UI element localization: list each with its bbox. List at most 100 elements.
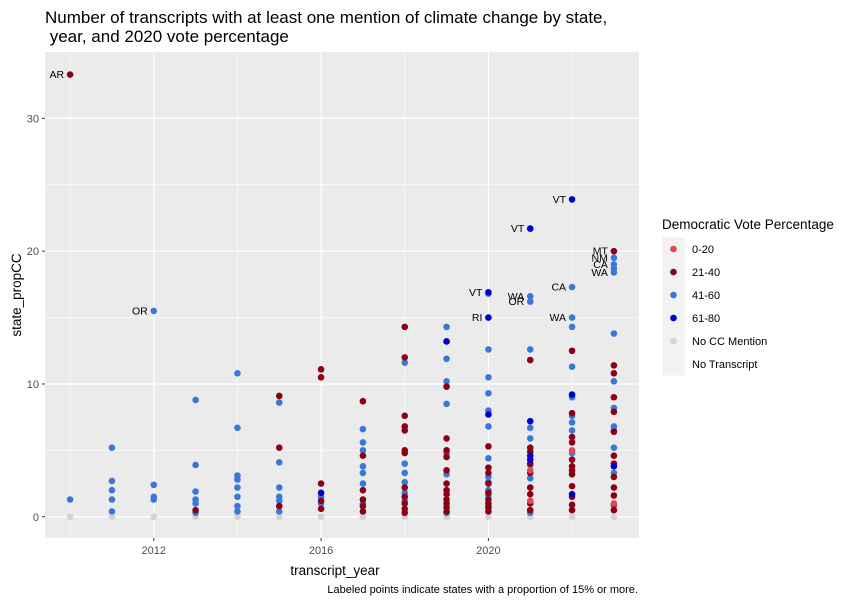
data-point — [234, 484, 241, 491]
data-point — [568, 314, 576, 321]
legend-key-dot — [670, 245, 677, 253]
data-point — [108, 477, 116, 485]
data-point — [275, 497, 283, 505]
data-point — [568, 419, 576, 426]
point-label: WA — [591, 267, 608, 279]
data-point — [359, 513, 367, 521]
data-point — [108, 496, 116, 503]
x-tick-label: 2012 — [142, 545, 166, 557]
data-point — [568, 447, 576, 454]
data-point — [443, 453, 450, 461]
data-point — [568, 196, 576, 203]
data-point — [568, 490, 576, 498]
data-point — [526, 424, 534, 432]
data-point — [485, 489, 492, 497]
data-point — [150, 481, 158, 489]
data-point — [526, 225, 534, 232]
data-point — [192, 488, 199, 495]
data-point — [443, 400, 450, 408]
data-point — [568, 513, 576, 521]
data-point — [610, 484, 618, 491]
data-point — [568, 347, 576, 355]
legend-label: 41-60 — [692, 290, 720, 302]
legend-key-dot — [670, 314, 677, 322]
data-point — [401, 469, 409, 477]
data-point — [568, 363, 576, 371]
data-point — [568, 391, 576, 398]
data-points — [66, 71, 618, 521]
point-label: VT — [469, 287, 483, 299]
data-point — [610, 492, 618, 499]
data-point — [526, 490, 534, 498]
data-point — [443, 378, 450, 385]
data-point — [610, 408, 618, 416]
data-point — [234, 508, 241, 515]
legend-key-dot — [670, 291, 677, 299]
data-point — [401, 509, 409, 517]
data-point — [485, 513, 492, 521]
data-point — [485, 374, 492, 381]
point-label: AR — [50, 69, 65, 81]
point-label: VT — [511, 223, 525, 235]
y-axis-title: state_propCC — [9, 253, 24, 337]
data-point — [610, 513, 618, 521]
data-point — [66, 496, 74, 503]
point-label: CA — [593, 259, 608, 271]
point-label: OR — [508, 296, 524, 308]
data-point — [443, 480, 450, 487]
data-point — [526, 435, 534, 442]
data-point — [275, 508, 283, 515]
data-point — [568, 427, 576, 434]
data-point — [234, 424, 241, 432]
data-point — [526, 466, 534, 474]
data-point — [359, 496, 367, 503]
data-point — [526, 484, 534, 491]
data-point — [443, 338, 450, 345]
data-point — [401, 412, 409, 420]
legend-label: 0-20 — [692, 244, 714, 256]
data-point — [192, 506, 199, 514]
x-tick-label: 2016 — [309, 545, 333, 557]
data-point — [610, 444, 618, 452]
data-point — [485, 411, 492, 418]
data-point — [150, 513, 158, 521]
data-point — [317, 374, 325, 381]
y-tick-label: 10 — [27, 379, 39, 391]
data-point — [485, 508, 492, 515]
data-point — [526, 346, 534, 353]
data-point — [568, 506, 576, 514]
data-point — [359, 486, 367, 494]
legend-label: 61-80 — [692, 313, 720, 325]
point-label: CA — [551, 282, 566, 294]
legend-label: 21-40 — [692, 267, 720, 279]
legend-label: No CC Mention — [692, 336, 767, 348]
legend-title: Democratic Vote Percentage — [662, 217, 834, 232]
y-tick-label: 0 — [33, 512, 39, 524]
x-axis-ticks: 2012 2016 2020 — [142, 538, 501, 557]
data-point — [443, 490, 450, 498]
data-point — [568, 409, 576, 417]
legend-key-dot — [670, 360, 677, 368]
data-point — [485, 423, 492, 430]
data-point — [526, 356, 534, 364]
data-point — [610, 452, 618, 459]
data-point — [568, 470, 576, 478]
point-label: OR — [132, 305, 148, 317]
data-point — [234, 476, 241, 483]
data-point — [526, 293, 534, 300]
data-point — [443, 435, 450, 442]
data-point — [401, 500, 409, 507]
data-point — [275, 399, 283, 406]
data-point — [485, 480, 492, 487]
data-point — [568, 433, 576, 441]
data-point — [275, 392, 283, 400]
y-tick-label: 20 — [27, 246, 39, 258]
legend-key-dot — [670, 337, 677, 345]
data-point — [568, 501, 576, 509]
data-point — [317, 489, 325, 497]
y-axis-ticks: 0 10 20 30 — [27, 113, 45, 524]
data-point — [526, 456, 534, 463]
data-point — [359, 480, 367, 487]
data-point — [526, 298, 534, 305]
